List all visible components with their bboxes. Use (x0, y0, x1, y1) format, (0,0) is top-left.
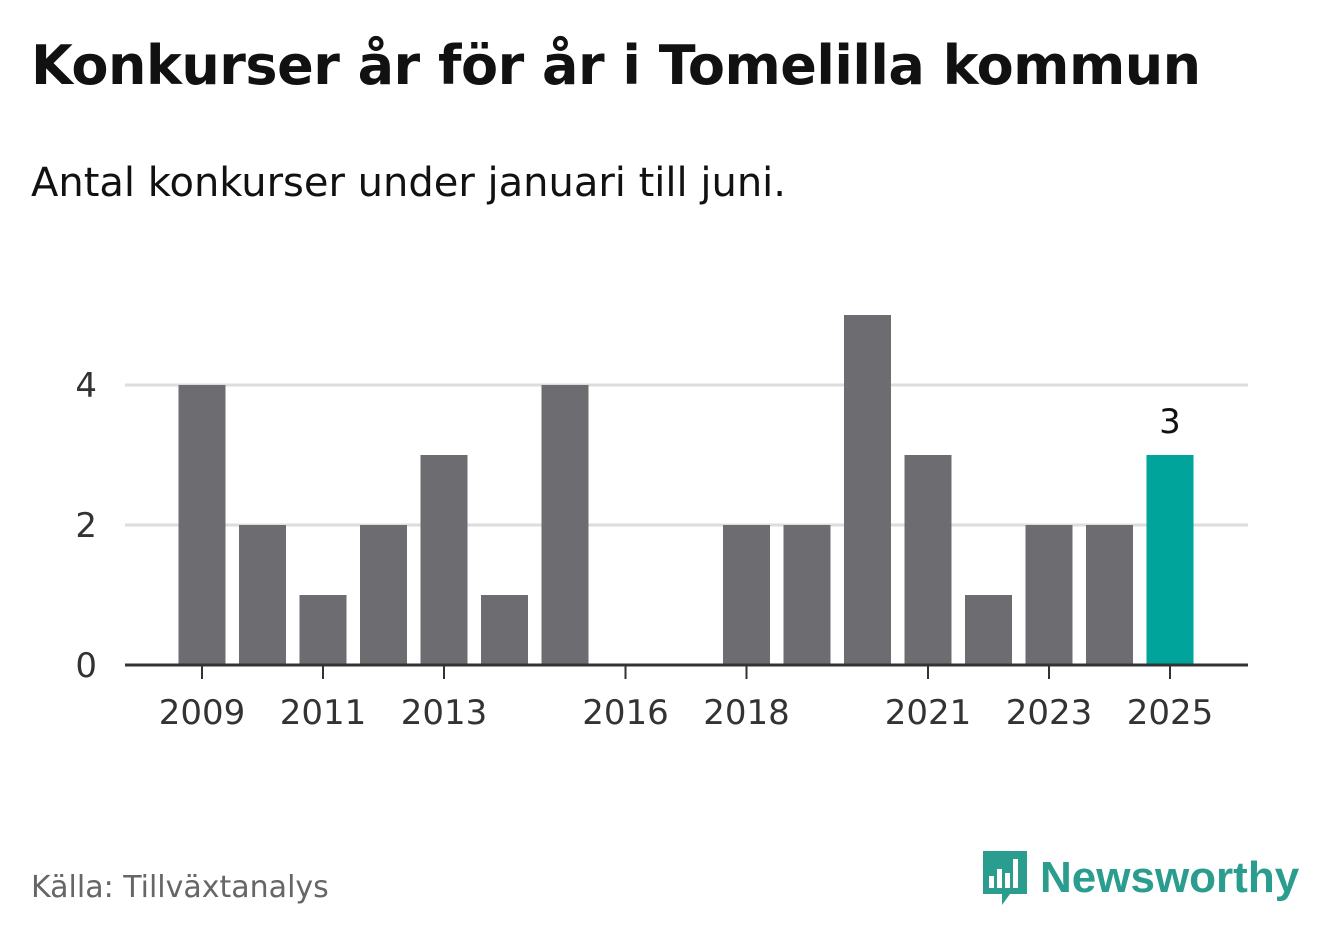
y-tick-label: 0 (75, 646, 97, 686)
bar-2020 (844, 315, 891, 665)
bar-2025 (1146, 455, 1194, 665)
bar-2024 (1086, 525, 1133, 665)
chart-subtitle: Antal konkurser under januari till juni. (31, 160, 786, 206)
gridlines (125, 383, 1248, 527)
x-tick-label: 2016 (582, 693, 669, 733)
chart-title: Konkurser år för år i Tomelilla kommun (31, 34, 1201, 97)
x-tick-label: 2023 (1006, 693, 1093, 733)
bars (178, 315, 1194, 665)
bar-2009 (178, 385, 226, 665)
bar-2010 (239, 525, 286, 665)
bar-2019 (783, 525, 831, 665)
x-tick-label: 2011 (280, 693, 367, 733)
x-tick-label: 2021 (885, 693, 972, 733)
x-tick-label: 2013 (401, 693, 488, 733)
bar-2015 (541, 385, 589, 665)
y-tick-label: 4 (75, 366, 97, 406)
data-label: 3 (1159, 402, 1181, 442)
y-tick-label: 2 (75, 506, 97, 546)
x-tick-label: 2009 (159, 693, 246, 733)
bar-2021 (904, 455, 952, 665)
axes (125, 663, 1248, 679)
newsworthy-logo-icon (983, 851, 1027, 905)
bar-2023 (1025, 525, 1073, 665)
x-tick-label: 2025 (1127, 693, 1214, 733)
bar-2011 (299, 595, 347, 665)
x-tick-label: 2018 (703, 693, 790, 733)
bar-2022 (965, 595, 1012, 665)
bar-2012 (360, 525, 407, 665)
brand-name: Newsworthy (1040, 853, 1300, 902)
source-note: Källa: Tillväxtanalys (31, 870, 329, 905)
bar-2013 (420, 455, 468, 665)
bar-2018 (723, 525, 770, 665)
bar-2014 (481, 595, 528, 665)
newsworthy-logo: Newsworthy (980, 848, 1299, 908)
labels: 0 2 4 3 2009 2011 2013 2016 2018 2021 2023 2025 (75, 366, 1213, 733)
